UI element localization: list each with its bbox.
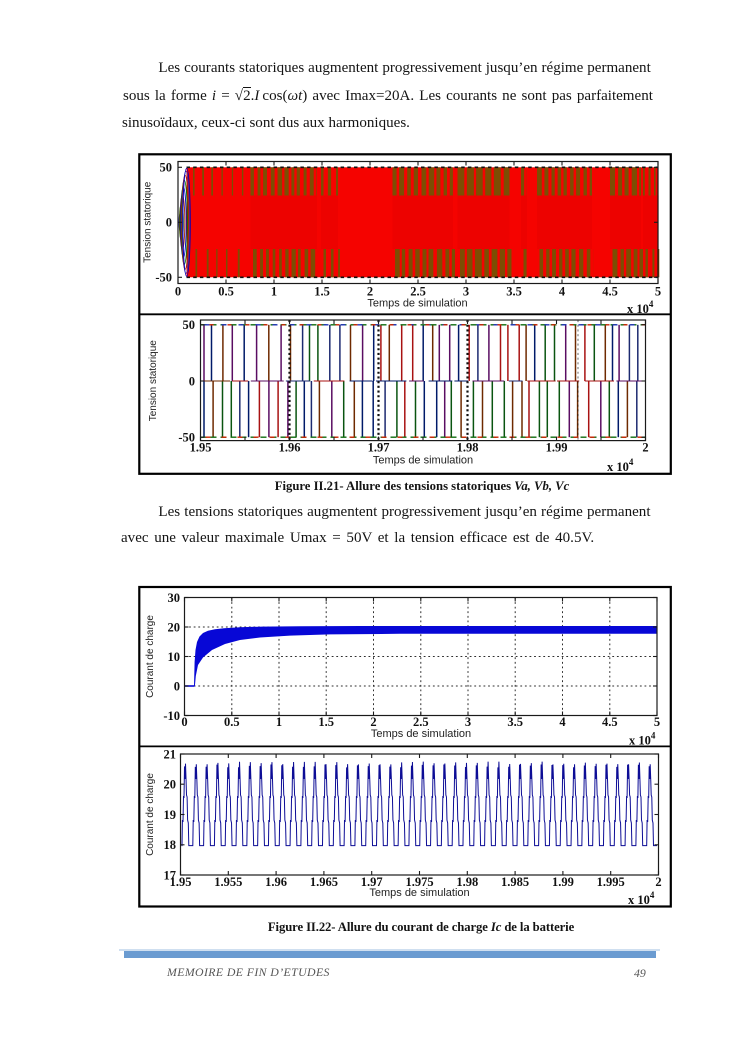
svg-text:20: 20 [164, 778, 177, 792]
svg-text:0: 0 [174, 679, 180, 693]
svg-text:1.96: 1.96 [279, 441, 301, 455]
svg-text:50: 50 [160, 161, 173, 175]
svg-text:1.95: 1.95 [190, 441, 212, 455]
svg-text:0: 0 [181, 715, 187, 729]
svg-text:30: 30 [168, 591, 181, 605]
svg-text:4.5: 4.5 [602, 284, 618, 298]
svg-text:0: 0 [166, 216, 172, 230]
svg-text:1.98: 1.98 [456, 875, 478, 889]
svg-text:1.5: 1.5 [314, 284, 330, 298]
svg-text:1.995: 1.995 [597, 875, 625, 889]
svg-text:1.98: 1.98 [457, 441, 479, 455]
svg-text:19: 19 [164, 808, 177, 822]
svg-text:1.965: 1.965 [310, 875, 338, 889]
svg-text:1.96: 1.96 [265, 875, 287, 889]
svg-text:2: 2 [642, 441, 648, 455]
svg-text:4: 4 [559, 284, 566, 298]
svg-text:Temps de simulation: Temps de simulation [371, 728, 471, 740]
svg-text:4.5: 4.5 [602, 715, 618, 729]
svg-text:1: 1 [276, 715, 282, 729]
svg-text:5: 5 [654, 715, 660, 729]
svg-text:20: 20 [168, 620, 181, 634]
svg-text:4: 4 [559, 715, 566, 729]
svg-text:1.99: 1.99 [546, 441, 568, 455]
svg-text:x 104: x 104 [628, 890, 655, 907]
svg-text:21: 21 [164, 747, 177, 761]
svg-text:2.5: 2.5 [413, 715, 429, 729]
svg-text:3: 3 [463, 284, 469, 298]
svg-text:0: 0 [175, 284, 181, 298]
svg-text:1.955: 1.955 [214, 875, 242, 889]
svg-text:x 104: x 104 [627, 299, 654, 316]
svg-text:3.5: 3.5 [507, 715, 523, 729]
svg-text:-50: -50 [155, 271, 172, 285]
svg-text:1.95: 1.95 [170, 875, 192, 889]
svg-text:0: 0 [189, 374, 195, 388]
svg-text:Tension statorique: Tension statorique [143, 181, 154, 263]
svg-text:1.97: 1.97 [368, 441, 390, 455]
svg-text:2.5: 2.5 [410, 284, 426, 298]
svg-text:1: 1 [271, 284, 277, 298]
svg-text:1.985: 1.985 [501, 875, 529, 889]
svg-text:Courant de charge: Courant de charge [145, 615, 156, 698]
svg-text:2: 2 [367, 284, 373, 298]
svg-text:Temps de simulation: Temps de simulation [373, 454, 473, 466]
svg-text:3: 3 [465, 715, 471, 729]
svg-text:2: 2 [370, 715, 376, 729]
svg-text:x 104: x 104 [607, 457, 634, 474]
svg-text:3.5: 3.5 [506, 284, 522, 298]
svg-text:Courant de charge: Courant de charge [145, 773, 156, 856]
svg-text:-10: -10 [163, 709, 180, 723]
svg-text:2: 2 [655, 875, 661, 889]
svg-text:-50: -50 [178, 431, 195, 445]
svg-text:10: 10 [168, 650, 181, 664]
svg-text:Temps de simulation: Temps de simulation [367, 298, 467, 310]
svg-text:1.97: 1.97 [361, 875, 383, 889]
svg-text:5: 5 [655, 284, 661, 298]
svg-text:1.5: 1.5 [318, 715, 334, 729]
svg-text:Tension statorique: Tension statorique [148, 340, 159, 422]
svg-text:0.5: 0.5 [218, 284, 234, 298]
svg-text:17: 17 [164, 868, 177, 882]
svg-text:18: 18 [164, 838, 177, 852]
svg-text:1.99: 1.99 [552, 875, 574, 889]
svg-text:1.975: 1.975 [405, 875, 433, 889]
svg-text:0.5: 0.5 [224, 715, 240, 729]
svg-text:x 104: x 104 [629, 730, 656, 747]
svg-text:50: 50 [183, 318, 196, 332]
svg-text:Temps de simulation: Temps de simulation [369, 887, 469, 899]
